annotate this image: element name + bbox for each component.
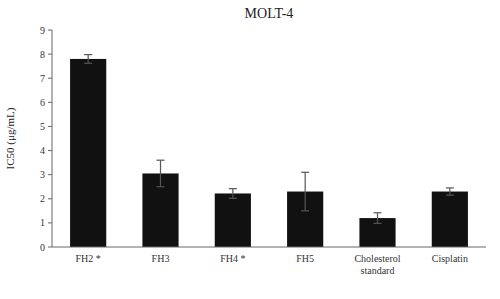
chart-container: MOLT-4 0 1 2 3 4 5 6 7 8 9 IC50 (μg/mL) FH2 * FH3 FH4 … xyxy=(0,0,500,299)
tick-label: Cholesterolstandard xyxy=(354,253,400,276)
tick-mark xyxy=(48,54,52,55)
tick-label: 6 xyxy=(40,97,45,108)
tick-mark xyxy=(48,222,52,223)
tick-label: 4 xyxy=(40,145,45,156)
tick-label: 5 xyxy=(40,121,45,132)
bars xyxy=(70,55,468,247)
tick-label: FH3 xyxy=(152,253,170,264)
tick-mark xyxy=(48,102,52,103)
tick-label: FH4 * xyxy=(220,253,245,264)
error-bar xyxy=(157,160,165,187)
x-axis: FH2 * FH3 FH4 * FH5 Cholesterolstandard Cispl… xyxy=(76,253,468,276)
tick-label: 9 xyxy=(40,25,45,36)
tick-mark xyxy=(48,78,52,79)
y-axis: 0 1 2 3 4 5 6 7 8 9 xyxy=(40,25,52,253)
tick-mark xyxy=(48,30,52,31)
tick-mark xyxy=(48,174,52,175)
tick-label: FH5 xyxy=(296,253,314,264)
error-bar xyxy=(301,172,309,211)
error-bar xyxy=(374,213,382,224)
bar xyxy=(70,59,106,247)
tick-label: 2 xyxy=(40,193,45,204)
tick-label: 0 xyxy=(40,242,45,253)
chart: MOLT-4 0 1 2 3 4 5 6 7 8 9 IC50 (μg/mL) FH2 * FH3 FH4 … xyxy=(0,0,500,299)
error-bar xyxy=(84,55,92,64)
bar xyxy=(432,192,468,247)
axis-label: IC50 (μg/mL) xyxy=(4,107,17,169)
tick-label: 3 xyxy=(40,169,45,180)
tick-label: Cisplatin xyxy=(432,253,468,264)
error-bar xyxy=(229,189,237,199)
tick-mark xyxy=(48,126,52,127)
tick-label: 7 xyxy=(40,73,45,84)
error-bar xyxy=(446,188,454,195)
title: MOLT-4 xyxy=(245,6,294,21)
x-axis-line xyxy=(52,247,486,248)
tick-mark xyxy=(48,198,52,199)
tick-label: 1 xyxy=(40,217,45,228)
y-axis-line xyxy=(52,30,53,247)
bar xyxy=(215,193,251,247)
tick-mark xyxy=(48,247,52,248)
tick-mark xyxy=(48,150,52,151)
tick-label: 8 xyxy=(40,49,45,60)
tick-label: FH2 * xyxy=(76,253,101,264)
